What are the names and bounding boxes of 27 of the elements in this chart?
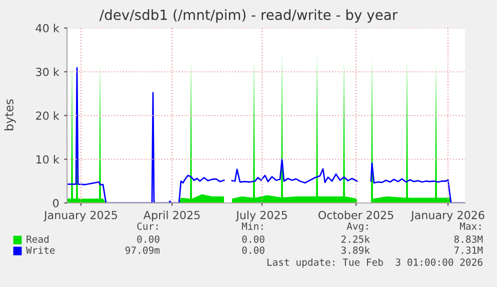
x-tick-label: January 2026 (410, 210, 484, 222)
text: 0.00 (242, 246, 264, 254)
y-tick-label: 10 k (36, 155, 60, 164)
y-tick-label: 30 k (36, 68, 60, 76)
text: Min: (242, 222, 263, 230)
y-tick-label: 40 k (36, 24, 60, 32)
text: 7.31M (454, 246, 483, 254)
x-tick-label: October 2025 (318, 210, 394, 220)
text: 3.89k (341, 246, 370, 254)
text: 97.09m (125, 246, 160, 254)
legend-label: Read (26, 235, 49, 243)
y-tick-label: 0 (53, 198, 59, 208)
text: Last update: Tue Feb 3 01:00:00 2026 (267, 258, 482, 268)
text: Avg: (346, 222, 368, 232)
text: Cur: (137, 222, 158, 230)
x-tick-label: January 2025 (43, 210, 117, 222)
y-axis-title: bytes (4, 99, 16, 130)
x-tick-label: July 2025 (236, 210, 287, 222)
text: Max: (460, 222, 481, 230)
text: 0.00 (242, 235, 264, 243)
chart-title: /dev/sdb1 (/mnt/pim) - read/write - by year (99, 9, 398, 23)
legend-label: Write (26, 246, 55, 254)
text: 0.00 (137, 235, 160, 243)
text: 8.83M (454, 235, 483, 243)
text: 2.25k (341, 235, 370, 243)
x-tick-label: April 2025 (143, 210, 200, 222)
y-tick-label: 20 k (36, 111, 60, 120)
